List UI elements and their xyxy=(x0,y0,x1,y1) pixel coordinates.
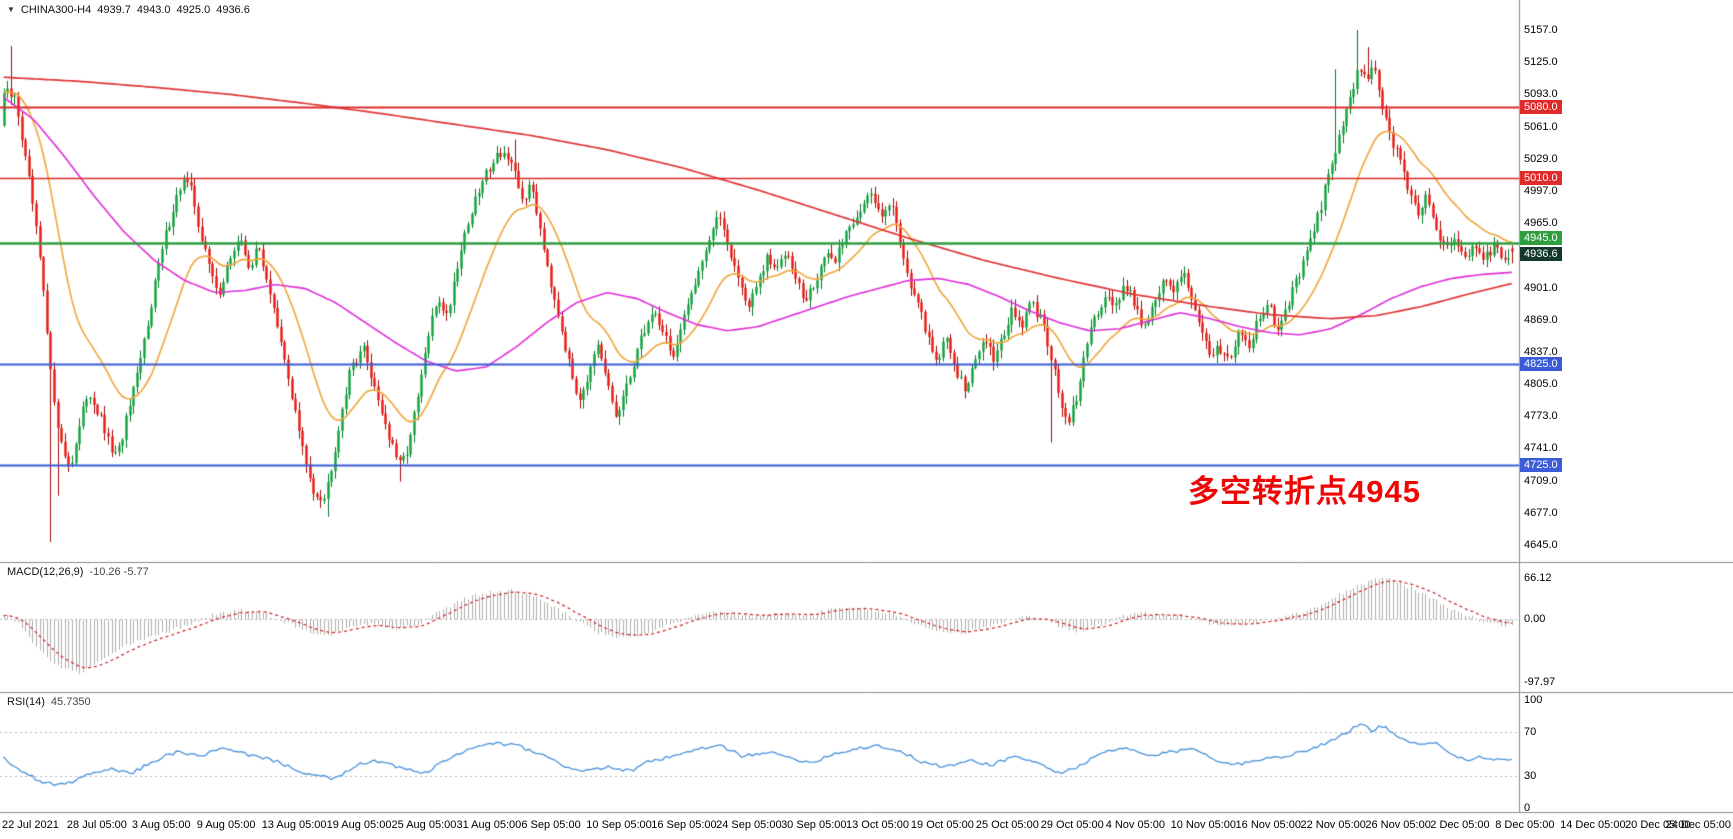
rsi-axis-label: 70 xyxy=(1524,726,1537,739)
price-level-badge: 4725.0 xyxy=(1520,457,1562,472)
price-axis-label: 4997.0 xyxy=(1524,184,1558,197)
price-axis-label: 4677.0 xyxy=(1524,506,1558,519)
price-axis-label: 5125.0 xyxy=(1524,56,1558,69)
time-axis-label: 22 Jul 2021 xyxy=(2,819,59,831)
macd-name: MACD(12,26,9) xyxy=(7,566,84,578)
time-axis-label: 13 Oct 05:00 xyxy=(846,819,909,831)
price-axis-label: 4869.0 xyxy=(1524,313,1558,326)
price-axis-label: 4773.0 xyxy=(1524,410,1558,423)
time-axis-label: 26 Nov 05:00 xyxy=(1365,819,1431,831)
current-price-badge: 4936.6 xyxy=(1520,246,1562,261)
quote-close: 4936.6 xyxy=(216,4,250,16)
time-axis-label: 29 Oct 05:00 xyxy=(1040,819,1104,831)
price-axis-label: 5093.0 xyxy=(1524,88,1558,101)
time-axis-label: 20 Dec 05:00 xyxy=(1625,819,1691,831)
symbol-arrow-icon[interactable]: ▼ xyxy=(7,5,15,14)
rsi-axis-label: 0 xyxy=(1524,802,1531,814)
price-level-badge: 4945.0 xyxy=(1520,231,1562,246)
time-axis-label: 31 Aug 05:00 xyxy=(456,819,522,831)
price-axis-label: 5157.0 xyxy=(1524,24,1558,36)
quote-low: 4925.0 xyxy=(176,4,211,16)
time-axis-label: 10 Nov 05:00 xyxy=(1170,819,1237,831)
time-axis-label: 25 Oct 05:00 xyxy=(975,819,1039,831)
price-level-badge: 4825.0 xyxy=(1520,356,1562,371)
macd-axis-label: -97.97 xyxy=(1524,675,1556,688)
time-axis-label: 10 Sep 05:00 xyxy=(586,819,652,831)
rsi-name: RSI(14) xyxy=(7,696,45,708)
time-axis-label: 16 Sep 05:00 xyxy=(651,819,717,831)
time-axis-label: 8 Dec 05:00 xyxy=(1495,819,1555,831)
time-axis-label: 22 Nov 05:00 xyxy=(1300,819,1366,831)
rsi-axis-label: 100 xyxy=(1524,694,1543,706)
symbol-label: CHINA300-H4 xyxy=(20,4,92,16)
time-axis-label: 3 Aug 05:00 xyxy=(131,819,191,831)
rsi-indicator-label: RSI(14) 45.7350 xyxy=(7,696,91,708)
price-axis-label: 4709.0 xyxy=(1524,474,1558,487)
time-axis-label: 6 Sep 05:00 xyxy=(521,819,581,831)
quote-open: 4939.7 xyxy=(97,4,131,16)
rsi-axis-label: 30 xyxy=(1524,769,1537,782)
price-axis-label: 5029.0 xyxy=(1524,152,1558,165)
time-axis-label: 24 Dec 05:00 xyxy=(1665,819,1731,831)
time-axis-label: 28 Jul 05:00 xyxy=(66,819,127,831)
quote-high: 4943.0 xyxy=(136,4,171,16)
price-axis-label: 5061.0 xyxy=(1524,120,1558,133)
price-axis-label: 4741.0 xyxy=(1524,442,1558,455)
price-axis-label: 4805.0 xyxy=(1524,378,1558,391)
macd-values: -10.26 -5.77 xyxy=(89,566,149,578)
price-level-badge: 5080.0 xyxy=(1520,100,1562,115)
price-axis-label: 4965.0 xyxy=(1524,217,1558,230)
price-axis-label: 4901.0 xyxy=(1524,281,1558,294)
time-axis-label: 25 Aug 05:00 xyxy=(391,819,457,831)
price-axis-label: 4645.0 xyxy=(1524,539,1558,551)
time-axis-label: 13 Aug 05:00 xyxy=(261,819,327,831)
ohlc-readout: ▼ CHINA300-H4 4939.7 4943.0 4925.0 4936.6 xyxy=(7,4,256,16)
time-axis-label: 16 Nov 05:00 xyxy=(1235,819,1301,831)
price-axis-label: 4837.0 xyxy=(1524,345,1558,358)
time-axis-label: 24 Sep 05:00 xyxy=(716,819,782,831)
time-axis-label: 2 Dec 05:00 xyxy=(1430,819,1490,831)
macd-axis-label: 0.00 xyxy=(1524,613,1546,626)
chart-text-annotation[interactable]: 多空转折点4945 xyxy=(1188,474,1421,509)
time-axis-label: 9 Aug 05:00 xyxy=(196,819,256,831)
time-axis-label: 14 Dec 05:00 xyxy=(1560,819,1626,831)
macd-axis-label: 66.12 xyxy=(1524,571,1552,584)
time-axis-label: 30 Sep 05:00 xyxy=(781,819,847,831)
time-axis-label: 4 Nov 05:00 xyxy=(1105,819,1166,831)
rsi-value: 45.7350 xyxy=(50,696,91,708)
time-axis-label: 19 Aug 05:00 xyxy=(326,819,392,831)
time-axis-label: 19 Oct 05:00 xyxy=(910,819,974,831)
macd-indicator-label: MACD(12,26,9) -10.26 -5.77 xyxy=(7,566,149,578)
price-level-badge: 5010.0 xyxy=(1520,170,1562,185)
